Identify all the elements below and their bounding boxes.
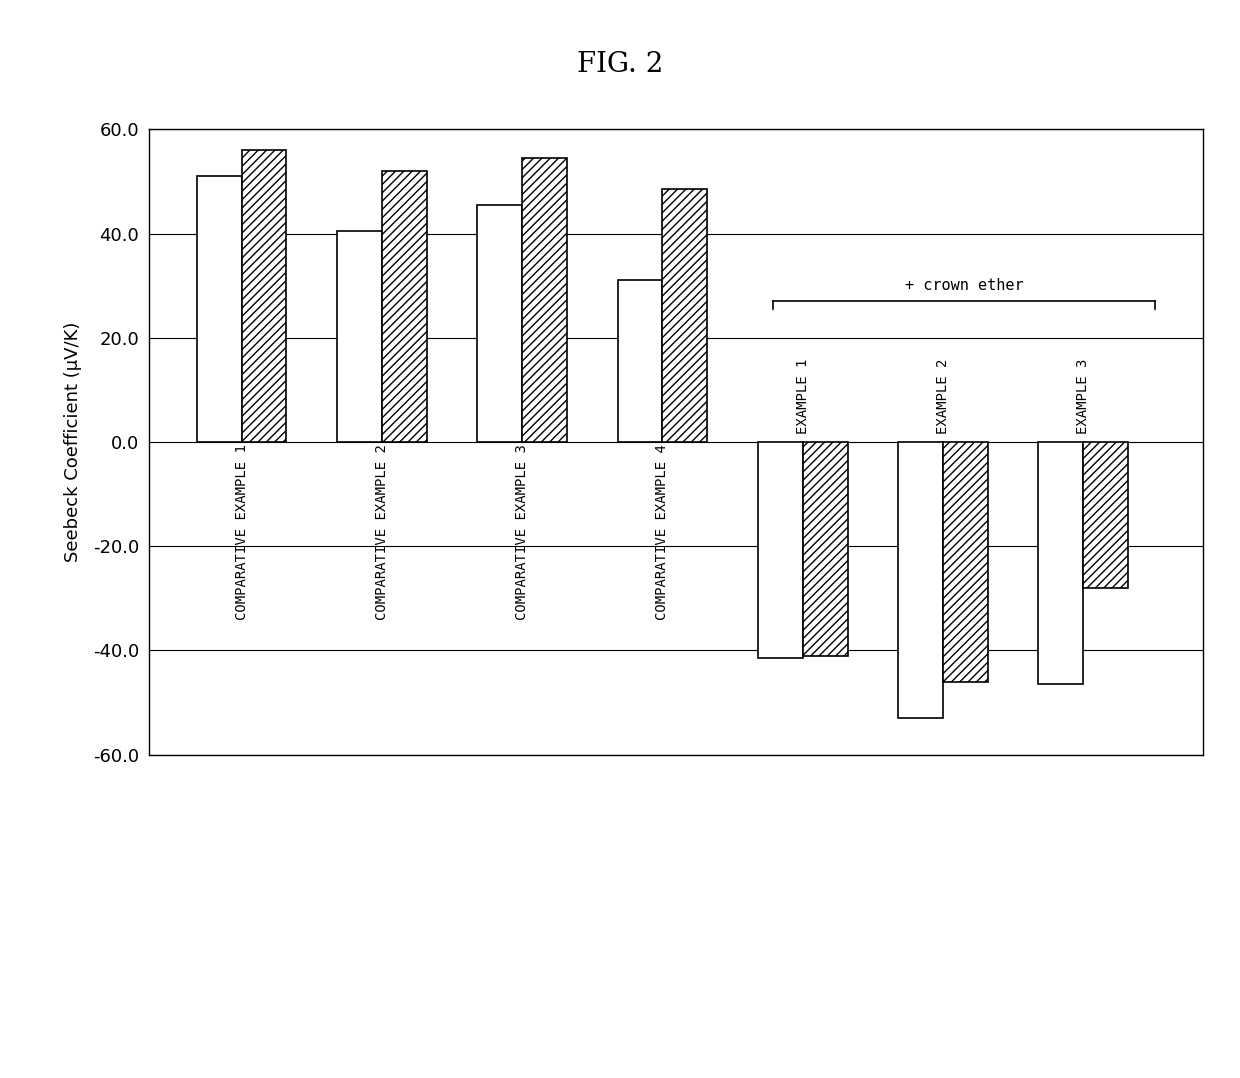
Bar (382, 171, 427, 442)
Text: FIG. 2: FIG. 2 (577, 51, 663, 79)
Bar (337, 231, 382, 442)
Bar (1038, 442, 1084, 685)
Bar (618, 280, 662, 442)
Bar (662, 190, 707, 442)
Bar (197, 176, 242, 442)
Bar (242, 150, 286, 442)
Y-axis label: Seebeck Coefficient (μV/K): Seebeck Coefficient (μV/K) (63, 322, 82, 562)
Text: EXAMPLE 2: EXAMPLE 2 (936, 359, 950, 434)
Bar (522, 158, 567, 442)
Bar (944, 442, 988, 681)
Bar (477, 205, 522, 442)
Text: + crown ether: + crown ether (905, 278, 1023, 293)
Bar (898, 442, 944, 718)
Text: EXAMPLE 3: EXAMPLE 3 (1076, 359, 1090, 434)
Bar (802, 442, 848, 655)
Text: EXAMPLE 1: EXAMPLE 1 (796, 359, 810, 434)
Bar (758, 442, 802, 659)
Bar (1084, 442, 1128, 588)
Text: COMPARATIVE EXAMPLE 2: COMPARATIVE EXAMPLE 2 (374, 444, 389, 621)
Text: COMPARATIVE EXAMPLE 1: COMPARATIVE EXAMPLE 1 (234, 444, 248, 621)
Text: COMPARATIVE EXAMPLE 4: COMPARATIVE EXAMPLE 4 (656, 444, 670, 621)
Text: COMPARATIVE EXAMPLE 3: COMPARATIVE EXAMPLE 3 (515, 444, 529, 621)
